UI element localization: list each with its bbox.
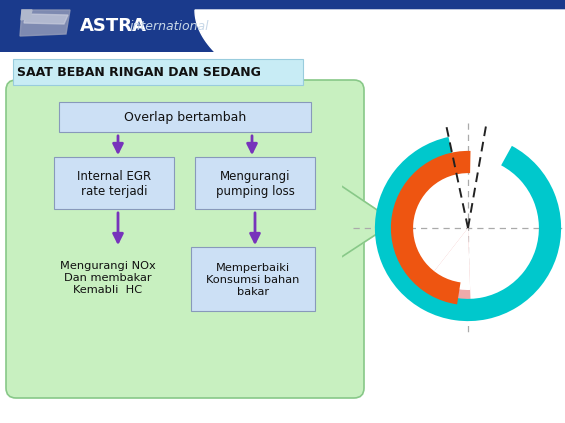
FancyBboxPatch shape [195, 157, 315, 209]
Text: ASTRA: ASTRA [80, 17, 147, 35]
FancyBboxPatch shape [13, 59, 303, 85]
Polygon shape [21, 10, 32, 20]
Polygon shape [20, 10, 70, 36]
Polygon shape [24, 14, 68, 24]
Bar [0, 0, 565, 52]
Wedge shape [430, 228, 470, 290]
Text: Overlap bertambah: Overlap bertambah [124, 112, 246, 124]
FancyBboxPatch shape [6, 80, 364, 398]
Text: Mengurangi NOx
Dan membakar
Kemabli  HC: Mengurangi NOx Dan membakar Kemabli HC [60, 261, 156, 294]
Text: Mengurangi
pumping loss: Mengurangi pumping loss [216, 170, 294, 198]
FancyBboxPatch shape [59, 102, 311, 132]
Text: international: international [130, 20, 210, 33]
Text: Memperbaiki
Konsumsi bahan
bakar: Memperbaiki Konsumsi bahan bakar [206, 264, 299, 297]
Polygon shape [340, 185, 395, 258]
FancyBboxPatch shape [54, 157, 174, 209]
Text: Internal EGR
rate terjadi: Internal EGR rate terjadi [77, 170, 151, 198]
Wedge shape [420, 228, 471, 306]
Text: SAAT BEBAN RINGAN DAN SEDANG: SAAT BEBAN RINGAN DAN SEDANG [17, 66, 261, 80]
Polygon shape [195, 10, 565, 140]
FancyBboxPatch shape [191, 247, 315, 311]
